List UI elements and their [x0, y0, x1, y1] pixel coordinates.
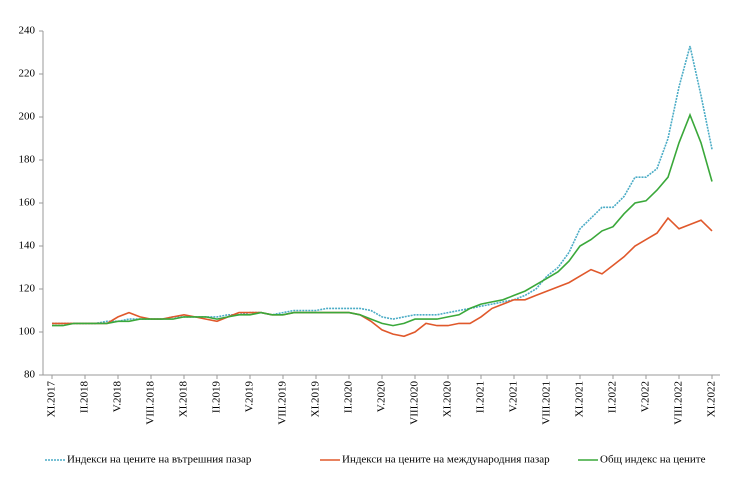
x-tick-label: XI.2021 — [574, 381, 586, 417]
x-tick-label: V.2019 — [244, 381, 256, 413]
y-tick-label: 240 — [19, 25, 36, 37]
x-tick-label: V.2022 — [640, 381, 652, 412]
x-tick-label: V.2018 — [112, 381, 124, 413]
y-tick-label: 220 — [19, 68, 36, 80]
x-tick-label: VIII.2019 — [277, 381, 289, 425]
x-tick-label: VIII.2020 — [409, 381, 421, 425]
x-tick-label: XI.2020 — [442, 381, 454, 418]
x-tick-label: II.2018 — [79, 381, 91, 414]
series-line — [52, 45, 713, 325]
y-tick-label: 80 — [24, 369, 36, 381]
y-tick-label: 160 — [19, 197, 36, 209]
y-tick-label: 180 — [19, 154, 36, 166]
x-tick-label: XI.2019 — [310, 381, 322, 418]
y-tick-label: 120 — [19, 283, 36, 295]
x-tick-label: XI.2022 — [706, 381, 718, 417]
legend-label: Индекси на цените на вътрешния пазар — [67, 454, 252, 466]
x-tick-label: XI.2018 — [178, 381, 190, 418]
x-tick-label: V.2020 — [376, 381, 388, 413]
legend-label: Индекси на цените на международния пазар — [342, 454, 550, 466]
x-tick-label: II.2022 — [607, 381, 619, 413]
y-tick-label: 200 — [19, 111, 36, 123]
y-tick-label: 100 — [19, 326, 36, 338]
x-tick-label: VIII.2018 — [145, 381, 157, 425]
x-tick-label: V.2021 — [508, 381, 520, 412]
x-tick-label: II.2019 — [211, 381, 223, 414]
x-tick-label: II.2020 — [343, 381, 355, 414]
x-tick-label: XI.2017 — [46, 381, 58, 418]
x-tick-label: VIII.2021 — [541, 381, 553, 425]
y-tick-label: 140 — [19, 240, 36, 252]
x-tick-label: II.2021 — [475, 381, 487, 413]
legend-label: Общ индекс на цените — [600, 454, 706, 466]
x-tick-label: VIII.2022 — [673, 381, 685, 425]
series-line — [52, 112, 713, 327]
